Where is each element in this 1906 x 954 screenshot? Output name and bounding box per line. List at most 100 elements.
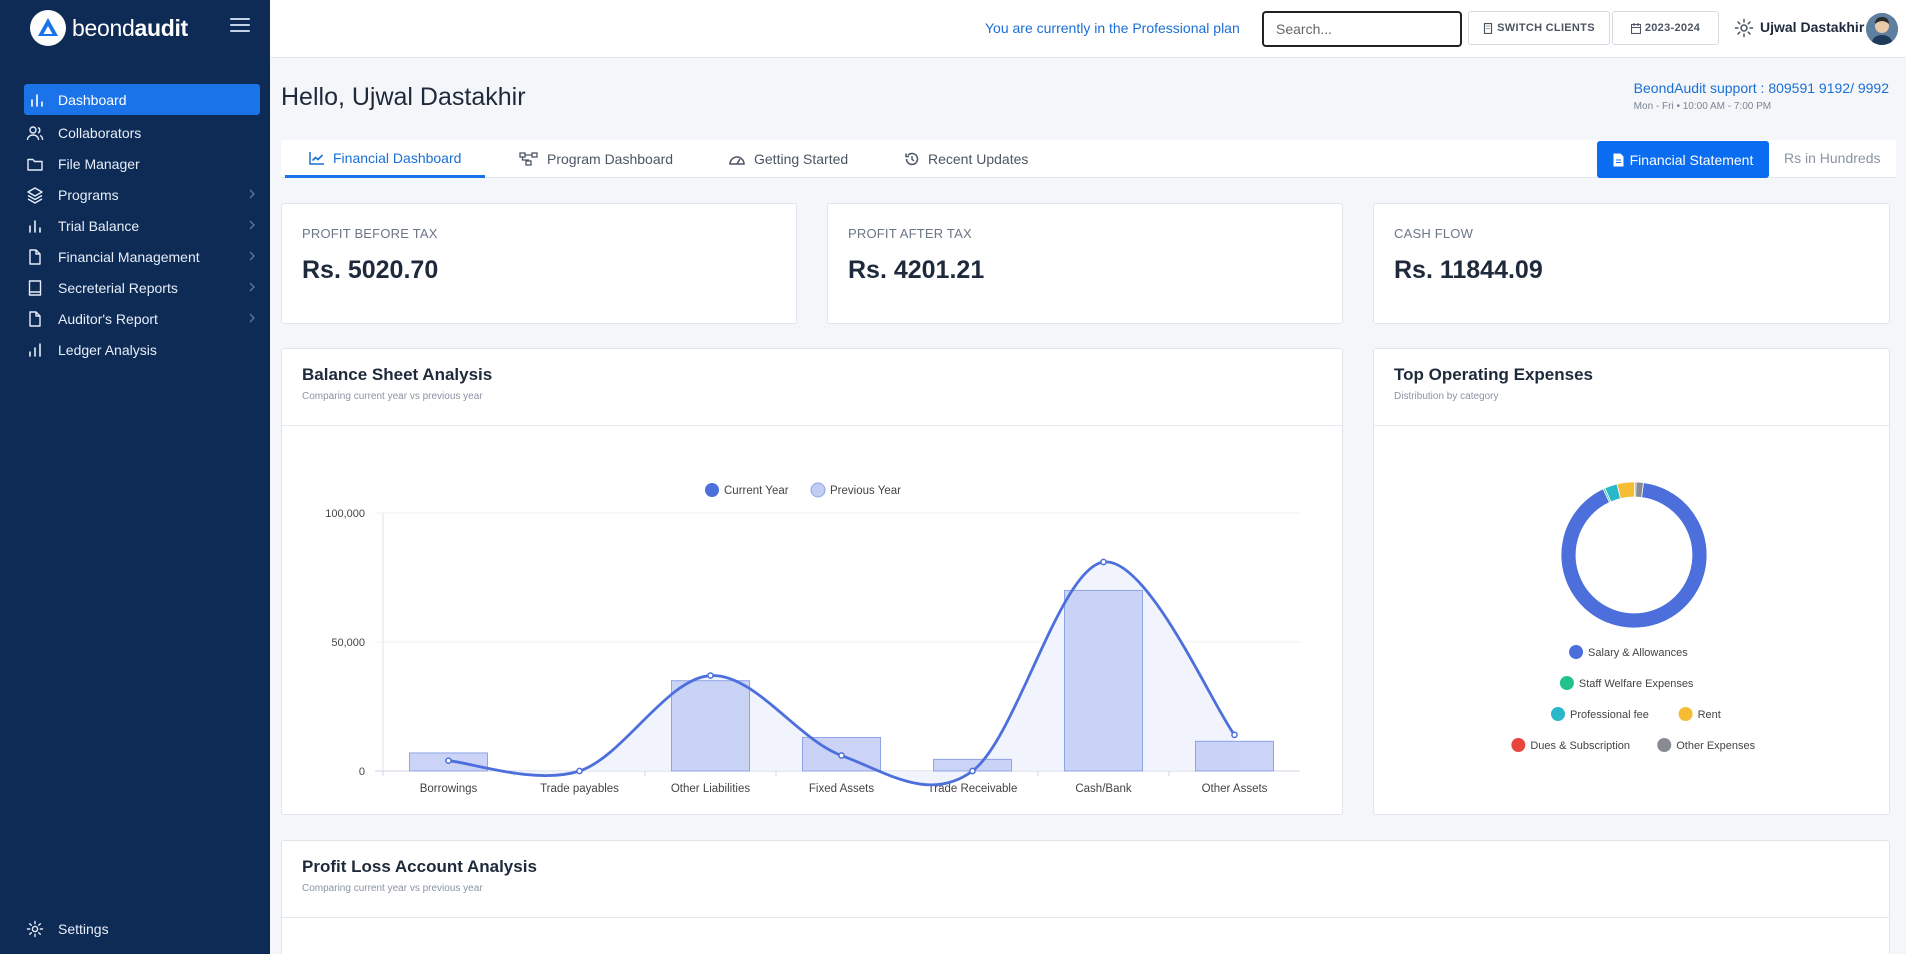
kpi-value: Rs. 4201.21: [848, 256, 985, 284]
legend-swatch: [1657, 738, 1672, 752]
bar-chart-icon: [29, 343, 41, 357]
user-name[interactable]: Ujwal Dastakhir: [1760, 19, 1865, 35]
financial-statement-button[interactable]: Financial Statement: [1597, 141, 1769, 178]
sidebar-item-label: Secreterial Reports: [58, 279, 178, 296]
line-current-year: [448, 560, 1236, 787]
legend-label: Staff Welfare Expenses: [1579, 678, 1694, 690]
sidebar-item-file-manager[interactable]: File Manager: [24, 148, 260, 179]
x-tick-label: Other Assets: [1202, 783, 1268, 795]
card-subtitle: Distribution by category: [1394, 391, 1499, 402]
sidebar-item-auditors-report[interactable]: Auditor's Report: [24, 303, 260, 334]
bar-previous-year: [1195, 740, 1274, 772]
gear-icon: [26, 920, 44, 938]
point-current-year: [445, 757, 452, 765]
hierarchy-icon: [519, 152, 538, 166]
balance-sheet-card: Balance Sheet Analysis Comparing current…: [281, 348, 1343, 815]
book-icon: [28, 280, 42, 296]
y-tick-label: 100,000: [325, 508, 365, 520]
kpi-card-cash-flow: CASH FLOW Rs. 11844.09: [1373, 203, 1890, 324]
sidebar: beondaudit Dashboard Collaborators File …: [0, 0, 270, 954]
folder-icon: [27, 158, 43, 171]
sidebar-item-label: Trial Balance: [58, 217, 140, 234]
chevron-right-icon: [249, 282, 255, 292]
profit-loss-card: Profit Loss Account Analysis Comparing c…: [281, 840, 1890, 954]
support-info: BeondAudit support : 809591 9192/ 9992 M…: [1634, 80, 1889, 112]
legend-label: Salary & Allowances: [1588, 647, 1688, 659]
year-label: 2023-2024: [1644, 22, 1701, 34]
bar-chart-icon: [29, 220, 41, 233]
legend-label: Previous Year: [830, 485, 901, 497]
kpi-label: PROFIT AFTER TAX: [848, 226, 972, 241]
donut-slice: [1635, 481, 1644, 498]
x-tick-label: Trade Receivable: [928, 783, 1018, 795]
tab-label: Program Dashboard: [547, 151, 674, 167]
point-current-year: [576, 767, 583, 775]
kpi-value: Rs. 5020.70: [302, 256, 439, 284]
bar-previous-year: [671, 680, 750, 772]
sidebar-item-label: Collaborators: [58, 124, 142, 141]
sidebar-item-collaborators[interactable]: Collaborators: [24, 117, 260, 148]
donut-slice: [1560, 482, 1708, 629]
legend-label: Current Year: [724, 485, 789, 497]
units-label: Rs in Hundreds: [1784, 150, 1881, 166]
switch-clients-button[interactable]: SWITCH CLIENTS: [1468, 11, 1610, 45]
support-hours: Mon - Fri • 10:00 AM - 7:00 PM: [1633, 101, 1772, 112]
sidebar-item-dashboard[interactable]: Dashboard: [24, 84, 260, 115]
legend-label: Other Expenses: [1676, 740, 1755, 752]
point-current-year: [1231, 731, 1238, 739]
legend-label: Professional fee: [1570, 709, 1649, 721]
operating-expenses-chart: Salary & Allowances Staff Welfare Expense…: [1511, 481, 1756, 752]
file-icon: [29, 311, 41, 327]
operating-expenses-card: Top Operating Expenses Distribution by c…: [1373, 348, 1890, 815]
search-input[interactable]: [1262, 11, 1462, 47]
sidebar-item-label: Auditor's Report: [58, 310, 158, 327]
kpi-label: CASH FLOW: [1394, 226, 1474, 241]
building-icon: [1484, 22, 1493, 34]
tab-financial-dashboard[interactable]: Financial Dashboard: [285, 140, 486, 178]
sidebar-item-trial-balance[interactable]: Trial Balance: [24, 210, 260, 241]
bar-previous-year: [1064, 589, 1143, 772]
page-title: Hello, Ujwal Dastakhir: [281, 83, 526, 111]
legend-swatch: [1569, 645, 1584, 659]
sidebar-item-programs[interactable]: Programs: [24, 179, 260, 210]
topbar: You are currently in the Professional pl…: [270, 0, 1906, 58]
tab-getting-started[interactable]: Getting Started: [728, 140, 848, 178]
legend-swatch: [1678, 707, 1693, 721]
menu-toggle-icon[interactable]: [230, 18, 250, 34]
users-icon: [26, 126, 44, 141]
support-phone[interactable]: BeondAudit support : 809591 9192/ 9992: [1633, 80, 1889, 96]
sidebar-item-label: Ledger Analysis: [58, 341, 157, 358]
sidebar-item-ledger-analysis[interactable]: Ledger Analysis: [24, 334, 260, 365]
sidebar-item-settings[interactable]: Settings: [24, 914, 260, 944]
tab-label: Getting Started: [754, 151, 849, 167]
tab-label: Financial Dashboard: [333, 149, 462, 166]
financial-statement-label: Financial Statement: [1629, 151, 1754, 168]
sidebar-item-financial-management[interactable]: Financial Management: [24, 241, 260, 272]
sidebar-item-label: Programs: [58, 186, 119, 203]
brand-logo-link[interactable]: beondaudit: [30, 10, 188, 46]
calendar-icon: [1630, 22, 1641, 34]
sidebar-item-secreterial-reports[interactable]: Secreterial Reports: [24, 272, 260, 303]
settings-gear-icon[interactable]: [1734, 18, 1754, 38]
tab-recent-updates[interactable]: Recent Updates: [904, 140, 1028, 178]
x-tick-label: Other Liabilities: [671, 783, 751, 795]
chevron-right-icon: [249, 313, 255, 323]
legend-label: Dues & Subscription: [1530, 740, 1630, 752]
y-tick-label: 0: [359, 766, 365, 778]
trend-line-icon: [309, 151, 324, 165]
x-tick-label: Borrowings: [420, 783, 478, 795]
legend-label: Rent: [1698, 709, 1721, 721]
tab-program-dashboard[interactable]: Program Dashboard: [519, 140, 673, 178]
avatar[interactable]: [1866, 13, 1898, 45]
chevron-right-icon: [249, 189, 255, 199]
legend-swatch: [1511, 738, 1526, 752]
document-icon: [1613, 153, 1624, 166]
card-subtitle: Comparing current year vs previous year: [302, 391, 483, 402]
year-selector[interactable]: 2023-2024: [1612, 11, 1719, 45]
chevron-right-icon: [249, 251, 255, 261]
current-year-area: [448, 561, 1235, 785]
kpi-value: Rs. 11844.09: [1394, 256, 1543, 284]
card-title: Top Operating Expenses: [1394, 365, 1594, 384]
layers-icon: [27, 187, 43, 204]
gauge-icon: [729, 156, 745, 165]
